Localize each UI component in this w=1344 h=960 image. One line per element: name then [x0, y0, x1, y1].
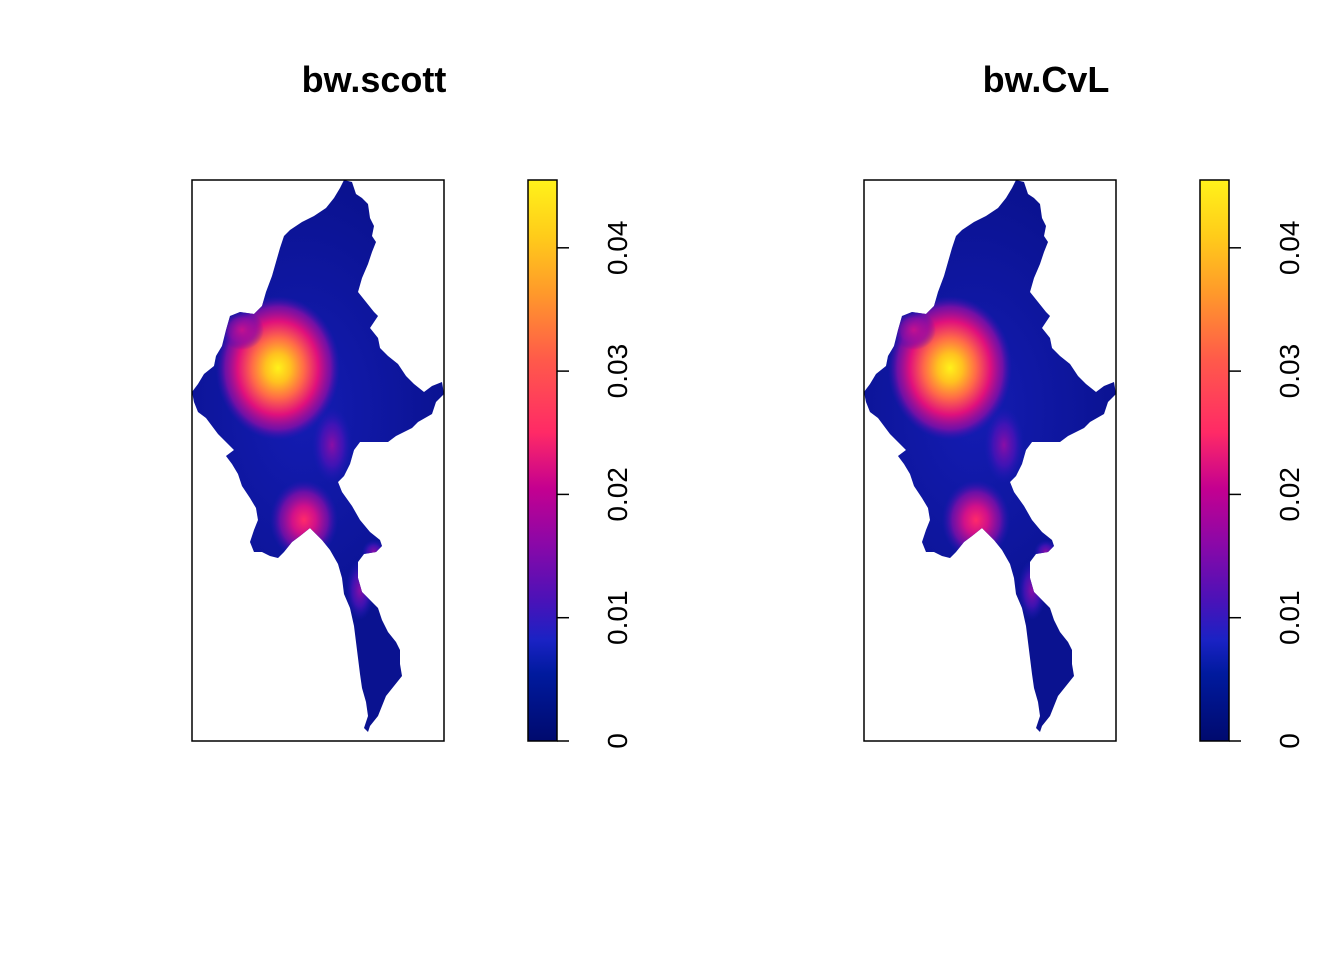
hotspot-tail	[362, 540, 386, 564]
colorbar-tick-label: 0.04	[1274, 221, 1305, 275]
colorbar-gradient	[1199, 179, 1230, 742]
hotspot-southern-coastal	[942, 480, 1010, 560]
plot-frame	[191, 179, 445, 742]
chart-title: bw.scott	[302, 59, 447, 100]
colorbar-tick-label: 0.01	[1274, 590, 1305, 645]
hotspot-northwest-edge	[220, 310, 264, 350]
colorbar-tick-label: 0	[602, 733, 633, 749]
colorbar-tick-label: 0	[1274, 733, 1305, 749]
density-map	[863, 179, 1117, 742]
colorbar: 0 0.01 0.02 0.03 0.04	[1199, 179, 1305, 749]
colorbar-gradient	[527, 179, 558, 742]
hotspot-southern-strip	[1018, 560, 1046, 620]
chart-panel-1: bw.scott 0 0.01 0.02 0.03 0.04	[191, 59, 633, 749]
hotspot-southern-strip	[346, 560, 374, 620]
colorbar-tick-label: 0.02	[602, 467, 633, 522]
colorbar: 0 0.01 0.02 0.03 0.04	[527, 179, 633, 749]
hotspot-northwest-edge	[892, 310, 936, 350]
colorbar-tick-label: 0.02	[1274, 467, 1305, 522]
hotspot-tail	[1034, 540, 1058, 564]
chart-title: bw.CvL	[983, 59, 1110, 100]
colorbar-tick-label: 0.03	[1274, 344, 1305, 399]
colorbar-tick-label: 0.04	[602, 221, 633, 275]
hotspot-southern-coastal	[270, 480, 338, 560]
hotspot-eastern-ridge	[984, 407, 1024, 483]
chart-panel-2: bw.CvL 0 0.01 0.02 0.03 0.04	[863, 59, 1305, 749]
hotspot-eastern-ridge	[312, 407, 352, 483]
plot-frame	[863, 179, 1117, 742]
colorbar-tick-label: 0.01	[602, 590, 633, 645]
density-map	[191, 179, 445, 742]
colorbar-tick-label: 0.03	[602, 344, 633, 399]
